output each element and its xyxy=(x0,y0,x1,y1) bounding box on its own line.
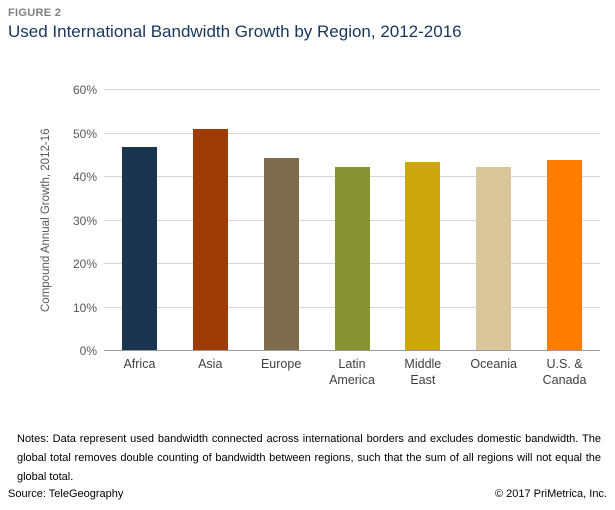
figure-number-label: FIGURE 2 xyxy=(8,7,62,19)
bar-europe xyxy=(263,157,299,351)
y-axis-ticks: 0% 10% 20% 30% 40% 50% 60% xyxy=(0,83,97,358)
figure-header: FIGURE 2 Used International Bandwidth Gr… xyxy=(8,7,608,42)
source-text: Source: TeleGeography xyxy=(8,488,124,500)
bar-oceania xyxy=(476,167,512,351)
y-tick-0: 0% xyxy=(79,344,97,358)
bar-chart: Compound Annual Growth, 2012-16 0% 10% 20%… xyxy=(0,83,600,387)
x-label-europe: Europe xyxy=(260,357,302,371)
figure-title: Used International Bandwidth Growth by R… xyxy=(8,22,462,41)
bar-latin-america xyxy=(334,167,370,351)
y-tick-50: 50% xyxy=(72,126,97,141)
bar-africa xyxy=(121,147,157,351)
x-label-u-s-canada: U.S. & Canada xyxy=(542,357,587,387)
y-tick-30: 30% xyxy=(72,213,97,228)
x-label-oceania: Oceania xyxy=(470,357,517,371)
x-label-middle-east: Middle East xyxy=(404,357,442,387)
gridline-50 xyxy=(104,132,600,134)
y-tick-40: 40% xyxy=(72,170,97,184)
x-axis-baseline xyxy=(104,349,600,351)
y-tick-10: 10% xyxy=(72,300,97,315)
gridline-60 xyxy=(104,89,600,90)
x-label-asia: Asia xyxy=(198,357,223,371)
copyright-text: © 2017 PriMetrica, Inc. xyxy=(494,488,607,500)
figure-footer: Source: TeleGeography © 2017 PriMetrica,… xyxy=(8,488,607,500)
bar-u-s-canada xyxy=(547,160,583,351)
plot-area xyxy=(104,89,600,351)
x-label-africa: Africa xyxy=(123,357,156,371)
notes-text: Notes: Data represent used bandwidth con… xyxy=(17,433,601,483)
y-tick-60: 60% xyxy=(72,83,97,97)
bar-asia xyxy=(192,129,228,351)
x-label-latin-america: Latin America xyxy=(329,357,375,387)
bar-middle-east xyxy=(405,162,441,351)
y-tick-20: 20% xyxy=(72,257,97,271)
